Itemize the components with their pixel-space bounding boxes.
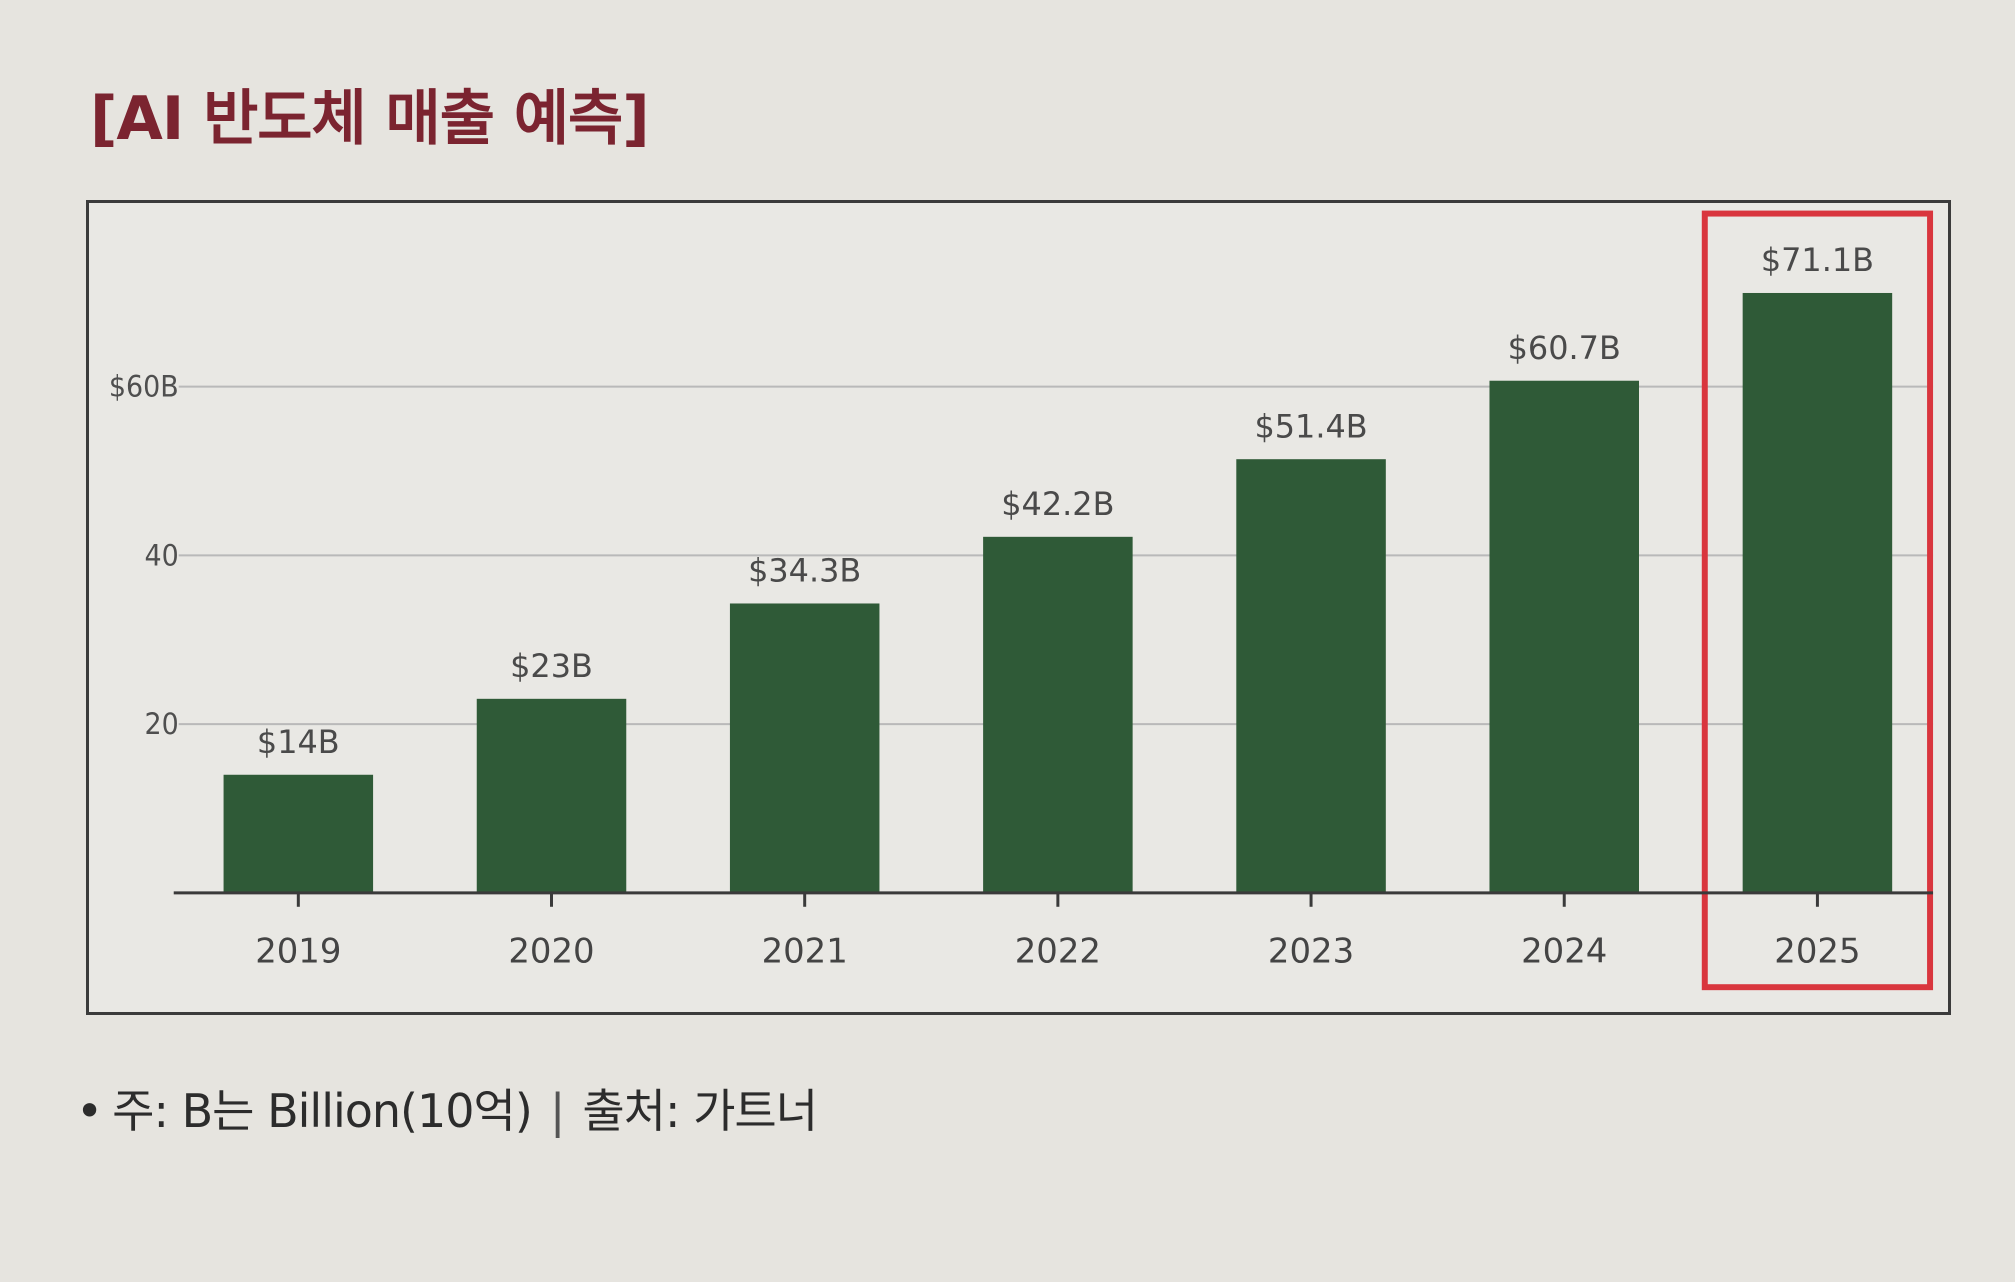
bar-2021	[729, 603, 880, 893]
footnote: • 주: B는 Billion(10억) | 출처: 가트너	[76, 1075, 818, 1141]
data-label-2024: $60.7B	[1508, 329, 1621, 367]
chart-frame: 20 40 $60B $14B 2019 $23B 2020 $34.3B 2021 $42.2B…	[86, 200, 1951, 1015]
data-label-2022: $42.2B	[1001, 485, 1114, 523]
x-label-2023: 2023	[1268, 931, 1354, 970]
bar-chart: 20 40 $60B $14B 2019 $23B 2020 $34.3B 2021 $42.2B…	[109, 210, 1934, 991]
bar-2020	[476, 698, 627, 893]
bar-2025	[1742, 292, 1893, 893]
x-label-2024: 2024	[1521, 931, 1607, 970]
footnote-source: 출처: 가트너	[582, 1084, 818, 1138]
x-label-2025: 2025	[1774, 931, 1860, 970]
x-label-2020: 2020	[508, 931, 594, 970]
x-label-2021: 2021	[762, 931, 848, 970]
bar-2023	[1236, 459, 1386, 893]
x-label-2019: 2019	[255, 931, 341, 970]
y-tick-label: $60B	[109, 370, 179, 405]
x-label-2022: 2022	[1015, 931, 1101, 970]
data-label-2019: $14B	[257, 723, 340, 761]
y-tick-label: 40	[144, 538, 178, 573]
data-label-2020: $23B	[510, 647, 593, 685]
footnote-separator: |	[549, 1084, 565, 1138]
y-tick-label: 20	[144, 707, 178, 742]
footnote-note: 주: B는 Billion(10억)	[112, 1084, 533, 1138]
data-label-2025: $71.1B	[1761, 241, 1874, 279]
footnote-bullet: •	[76, 1084, 103, 1138]
bar-2024	[1489, 380, 1639, 893]
chart-title: [AI 반도체 매출 예측]	[90, 84, 650, 154]
data-label-2021: $34.3B	[748, 552, 861, 590]
highlight-box	[1701, 210, 1934, 991]
bar-2019	[223, 774, 374, 893]
bar-2022	[983, 536, 1133, 893]
data-label-2023: $51.4B	[1254, 407, 1367, 445]
